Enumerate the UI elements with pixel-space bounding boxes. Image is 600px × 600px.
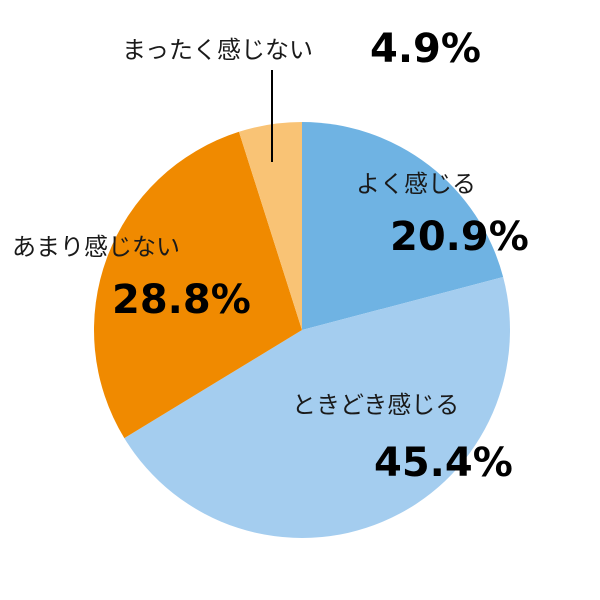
pie-slice-2: [94, 131, 302, 439]
pie-slices: [94, 122, 511, 539]
slice-label-yoku: よく感じる: [356, 170, 476, 198]
slice-label-amari: あまり感じない: [12, 233, 180, 261]
slice-value-amari: 28.8%: [112, 277, 251, 323]
slice-value-yoku: 20.9%: [390, 214, 529, 260]
slice-value-mattaku: 4.9%: [370, 26, 481, 72]
pie-slice-0: [302, 122, 504, 330]
pie-slice-3: [238, 122, 302, 330]
slice-label-tokidoki: ときどき感じる: [292, 391, 459, 419]
slice-value-tokidoki: 45.4%: [374, 440, 513, 486]
slice-label-mattaku: まったく感じない: [122, 36, 313, 64]
pie-slice-1: [124, 277, 511, 539]
